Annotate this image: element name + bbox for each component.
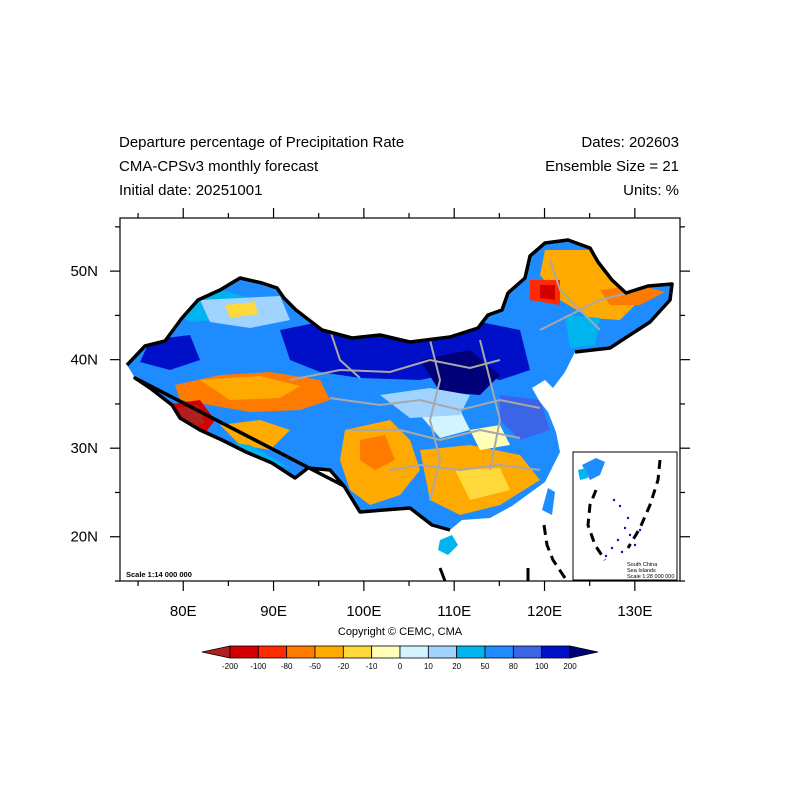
colorbar-swatch [314,645,344,659]
lat-tick-label: 50N [70,263,98,280]
colorbar-swatch [257,645,288,659]
map-title: Departure percentage of Precipitation Ra… [119,134,405,151]
lat-tick-label: 30N [70,440,98,457]
colorbar-tick-label: 0 [398,662,403,671]
units-label: Units: % [623,182,679,199]
scale-note: Scale 1:14 000 000 [126,570,192,579]
colorbar-tick-label: -50 [309,662,321,671]
colorbar-swatch [399,645,429,659]
inset-title-1: South China [627,562,658,568]
colorbar-swatch [342,645,373,659]
colorbar-swatch [541,645,571,659]
province-borders [289,259,641,501]
colorbar-swatch [371,645,401,659]
lon-tick-label: 120E [527,603,562,620]
colorbar-tick-label: 100 [535,662,549,671]
lat-tick-label: 40N [70,352,98,369]
model-name: CMA-CPSv3 monthly forecast [119,158,319,175]
ensemble-size: Ensemble Size = 21 [545,158,679,175]
lon-tick-label: 80E [170,603,197,620]
colorbar-tick-label: 50 [481,662,490,671]
lon-tick-label: 110E [437,603,471,620]
colorbar-tick-label: 200 [563,662,577,671]
colorbar-tick-label: 80 [509,662,518,671]
inset-scale: Scale 1:28 000 000 [627,574,674,580]
copyright: Copyright © CEMC, CMA [337,626,463,638]
lon-tick-label: 90E [260,603,287,620]
colorbar-tick-label: -20 [338,662,350,671]
inset-title-2: Sea Islands [627,568,656,574]
colorbar [201,645,599,659]
colorbar-tick-label: -80 [281,662,293,671]
lat-tick-label: 20N [70,529,98,546]
south-china-sea-inset: South China Sea Islands Scale 1:28 000 0… [572,451,678,581]
forecast-dates: Dates: 202603 [581,134,679,151]
china-border [125,238,674,532]
colorbar-low-triangle [201,645,231,659]
colorbar-tick-label: 10 [424,662,433,671]
colorbar-swatch [484,645,514,659]
colorbar-swatch [286,645,316,659]
colorbar-labels: -200 -100 -80 -50 -20 -10 0 10 20 50 80 100 200 [222,662,577,671]
lon-tick-label: 130E [617,603,652,620]
colorbar-tick-label: -100 [250,662,267,671]
colorbar-swatch [512,645,543,659]
initial-date: Initial date: 20251001 [119,182,263,199]
axis-ticks [110,208,690,591]
colorbar-swatch [229,645,259,659]
plot-frame [119,217,681,582]
colorbar-high-triangle [569,645,599,659]
colorbar-swatch [427,645,458,659]
lon-tick-label: 100E [346,603,381,620]
colorbar-tick-label: 20 [452,662,461,671]
colorbar-tick-label: -10 [366,662,378,671]
axis-labels: 80E 90E 100E 110E 120E 130E 50N 40N 30N 20N [70,263,652,620]
colorbar-swatch [456,645,486,659]
colorbar-tick-label: -200 [222,662,239,671]
